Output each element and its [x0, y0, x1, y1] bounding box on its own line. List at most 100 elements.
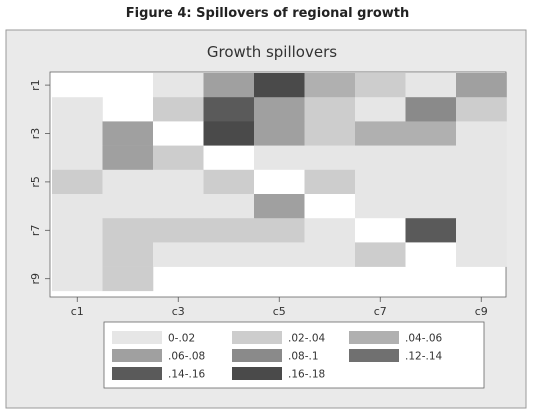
- heatmap-cell-r6-c1: [52, 194, 103, 219]
- legend-box: [103, 321, 485, 389]
- heatmap-cell-r6-c5: [254, 194, 305, 219]
- heatmap-cell-r7-c3: [153, 218, 204, 243]
- legend: 0-.02 .02-.04 .04-.06 .06-.08 .08-.1 .12-.14.…: [112, 331, 443, 381]
- y-tick-label: r7: [29, 225, 42, 237]
- legend-swatch: [112, 367, 162, 380]
- heatmap-cell-r5-c6: [304, 169, 356, 195]
- x-axis-ticks: c1 c3 c5 c7 c9: [71, 297, 488, 318]
- heatmap-cell-r7-c9: [456, 218, 507, 243]
- legend-swatch: [232, 331, 282, 344]
- legend-swatch: [112, 349, 162, 362]
- heatmap-cell-r2-c5: [254, 97, 305, 122]
- x-tick-label: c1: [71, 305, 84, 318]
- heatmap-cell-r4-c4: [203, 145, 255, 171]
- legend-label: .04-.06: [405, 333, 443, 345]
- heatmap-cell-r8-c9: [456, 242, 507, 267]
- x-tick-label: c5: [273, 305, 286, 318]
- heatmap-cell-r8-c7: [355, 242, 406, 267]
- heatmap-cell-r2-c6: [304, 97, 356, 122]
- heatmap-cell-r7-c4: [203, 218, 255, 243]
- heatmap-cell-r1-c3: [153, 73, 204, 98]
- heatmap-cell-r6-c9: [456, 194, 507, 219]
- heatmap-cell-r3-c6: [304, 121, 356, 146]
- legend-swatch: [112, 331, 162, 344]
- heatmap-cell-r3-c8: [405, 121, 457, 146]
- legend-label: .16-.18: [288, 369, 325, 381]
- legend-label: .12-.14: [405, 351, 443, 363]
- heatmap-cell-r2-c9: [456, 97, 507, 122]
- heatmap-cell-r2-c4: [203, 97, 255, 122]
- y-axis-ticks: r1 r3 r5 r7 r9: [29, 79, 50, 284]
- heatmap-cell-r5-c2: [102, 169, 154, 195]
- y-tick-label: r3: [29, 128, 42, 140]
- heatmap-cell-r6-c2: [102, 194, 154, 219]
- heatmap-cell-r3-c9: [456, 121, 507, 146]
- heatmap-cell-r3-c2: [102, 121, 154, 146]
- heatmap-cell-r1-c7: [355, 73, 406, 98]
- heatmap-cell-r9-c2: [102, 266, 154, 292]
- heatmap-cell-r5-c8: [405, 169, 457, 195]
- heatmap-cell-r5-c1: [52, 169, 103, 195]
- heatmap-cell-r4-c8: [405, 145, 457, 171]
- legend-label: 0-.02: [168, 333, 195, 345]
- heatmap-cell-r8-c3: [153, 242, 204, 267]
- x-tick-label: c7: [374, 305, 387, 318]
- heatmap-cell-r3-c1: [52, 121, 103, 146]
- heatmap-cell-r9-c1: [52, 266, 103, 292]
- heatmap-cell-r5-c9: [456, 169, 507, 195]
- heatmap-cell-r1-c8: [405, 73, 457, 98]
- heatmap-cell-r3-c5: [254, 121, 305, 146]
- heatmap-cell-r8-c8: [405, 242, 457, 267]
- heatmap-cell-r5-c4: [203, 169, 255, 195]
- heatmap-cell-r2-c8: [405, 97, 457, 122]
- heatmap-cell-r1-c9: [456, 73, 507, 98]
- chart-title: Growth spillovers: [207, 43, 337, 61]
- heatmap-cell-r7-c1: [52, 218, 103, 243]
- legend-label: .02-.04: [288, 333, 326, 345]
- x-tick-label: c3: [172, 305, 185, 318]
- heatmap-cell-r5-c5: [254, 169, 305, 195]
- heatmap-cell-r6-c6: [304, 194, 356, 219]
- figure-caption: Figure 4: Spillovers of regional growth: [125, 6, 410, 21]
- heatmap-cell-r5-c3: [153, 169, 204, 195]
- heatmap-cell-r1-c6: [304, 73, 356, 98]
- heatmap-cell-r8-c4: [203, 242, 255, 267]
- heatmap-cell-r1-c4: [203, 73, 255, 98]
- heatmap-cell-r4-c2: [102, 145, 154, 171]
- legend-swatch: [232, 349, 282, 362]
- heatmap-cell-r6-c8: [405, 194, 457, 219]
- heatmap-cell-r7-c2: [102, 218, 154, 243]
- heatmap-cell-r7-c7: [355, 218, 406, 243]
- heatmap-cells: [52, 73, 507, 292]
- heatmap-cell-r6-c4: [203, 194, 255, 219]
- heatmap-cell-r6-c7: [355, 194, 406, 219]
- heatmap-cell-r7-c6: [304, 218, 356, 243]
- heatmap-cell-r8-c6: [304, 242, 356, 267]
- heatmap-cell-r4-c9: [456, 145, 507, 171]
- heatmap-cell-r8-c1: [52, 242, 103, 267]
- heatmap-cell-r2-c7: [355, 97, 406, 122]
- heatmap-cell-r1-c5: [254, 73, 305, 98]
- legend-swatch: [349, 331, 399, 344]
- heatmap-cell-r2-c3: [153, 97, 204, 122]
- heatmap-cell-r4-c1: [52, 145, 103, 171]
- y-tick-label: r9: [29, 273, 42, 285]
- legend-label: .14-.16: [168, 369, 206, 381]
- heatmap-cell-r7-c8: [405, 218, 457, 243]
- heatmap-cell-r8-c2: [102, 242, 154, 267]
- legend-swatch: [349, 349, 399, 362]
- legend-swatch: [232, 367, 282, 380]
- heatmap-cell-r4-c3: [153, 145, 204, 171]
- y-tick-label: r1: [29, 79, 42, 91]
- heatmap-cell-r4-c5: [254, 145, 305, 171]
- heatmap-cell-r5-c7: [355, 169, 406, 195]
- x-tick-label: c9: [475, 305, 488, 318]
- heatmap-cell-r6-c3: [153, 194, 204, 219]
- heatmap-cell-r4-c6: [304, 145, 356, 171]
- heatmap-cell-r2-c1: [52, 97, 103, 122]
- heatmap-cell-r3-c3: [153, 121, 204, 146]
- heatmap-cell-r4-c7: [355, 145, 406, 171]
- y-tick-label: r5: [29, 176, 42, 188]
- legend-label: .08-.1: [288, 351, 319, 363]
